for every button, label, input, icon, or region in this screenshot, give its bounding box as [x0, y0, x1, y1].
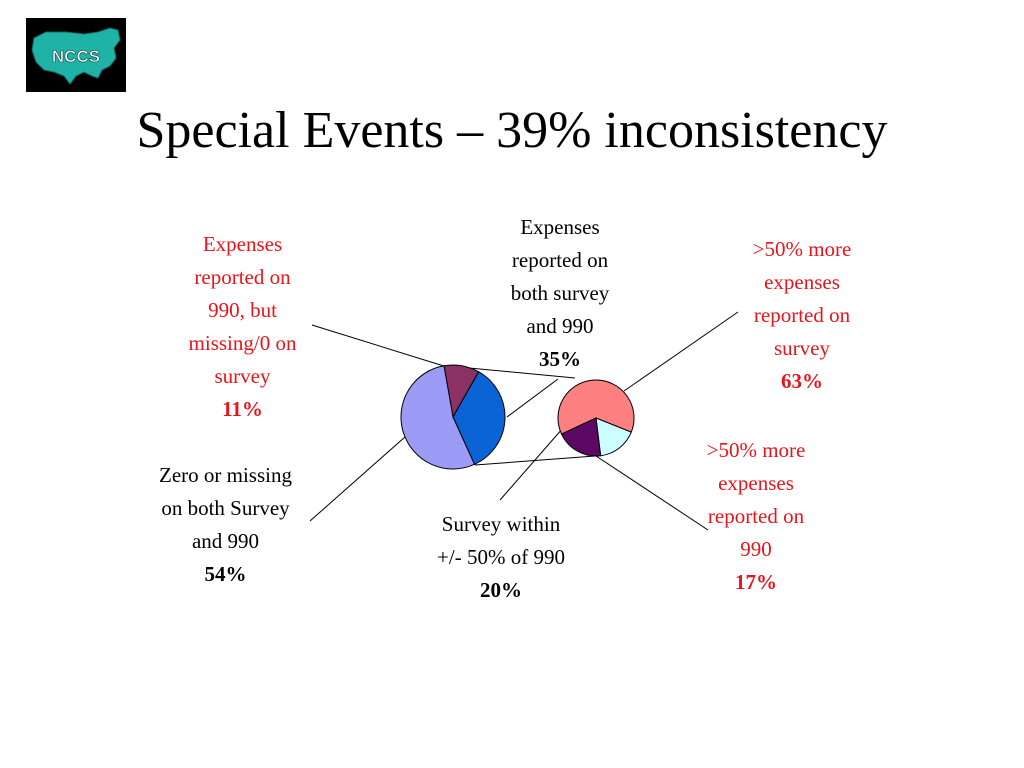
pie-slice-more-survey: [557, 379, 635, 435]
leader-line-more-survey: [623, 311, 739, 392]
label-both-reported-value: 35%: [539, 347, 581, 371]
connector-lines: [309, 311, 739, 531]
label-zero-both: Zero or missing on both Survey and 990 5…: [138, 459, 313, 591]
pie-slice-within-50: [560, 417, 602, 457]
label-missing-on-survey: Expenses reported on 990, but missing/0 …: [160, 228, 325, 426]
label-more-990-text: >50% more expenses reported on 990: [706, 438, 806, 561]
nccs-logo: NCCS: [26, 18, 126, 92]
label-within-50-value: 20%: [480, 578, 522, 602]
leader-line-missing: [311, 324, 448, 368]
label-missing-on-survey-value: 11%: [222, 397, 263, 421]
leader-line-more-990: [589, 451, 709, 531]
label-more-990: >50% more expenses reported on 990 17%: [676, 434, 836, 599]
label-missing-on-survey-text: Expenses reported on 990, but missing/0 …: [188, 232, 297, 388]
pie-left: [400, 364, 506, 470]
leader-line-within: [499, 419, 571, 501]
label-zero-both-text: Zero or missing on both Survey and 990: [159, 463, 292, 553]
label-more-survey-value: 63%: [781, 369, 823, 393]
label-both-reported-text: Expenses reported on both survey and 990: [510, 215, 610, 338]
label-more-990-value: 17%: [735, 570, 777, 594]
label-both-reported: Expenses reported on both survey and 990…: [480, 211, 640, 376]
us-map-logo-icon: NCCS: [31, 27, 121, 85]
pie-slice-both-reported: [452, 371, 506, 466]
label-zero-both-value: 54%: [204, 562, 247, 586]
pie-slice-zero-both: [400, 365, 476, 470]
logo-text: NCCS: [52, 47, 100, 66]
slide-title: Special Events – 39% inconsistency: [136, 102, 888, 159]
leader-line-zero: [309, 436, 406, 522]
label-more-survey: >50% more expenses reported on survey 63…: [722, 233, 882, 398]
label-within-50-text: Survey within +/- 50% of 990: [437, 512, 565, 569]
pie-right: [557, 379, 635, 457]
label-within-50: Survey within +/- 50% of 990 20%: [416, 508, 586, 607]
label-more-survey-text: >50% more expenses reported on survey: [752, 237, 852, 360]
leader-line-both: [506, 378, 559, 418]
